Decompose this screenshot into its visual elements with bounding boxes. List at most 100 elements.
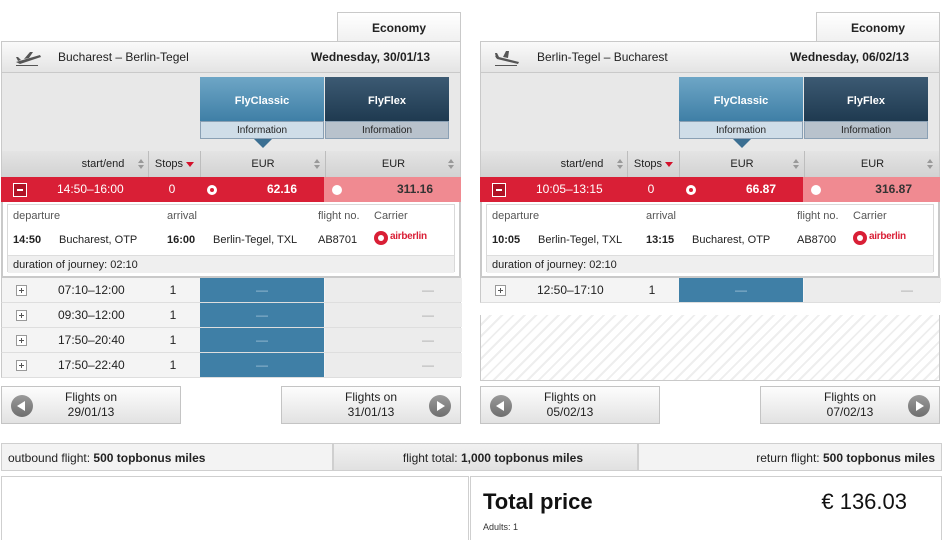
- price-flex-cell[interactable]: 311.16: [324, 177, 461, 202]
- expand-icon[interactable]: [495, 285, 506, 296]
- radio-selected-icon[interactable]: [686, 185, 696, 195]
- price-flex-cell[interactable]: —: [804, 278, 941, 302]
- total-price-box: Total price € 136.03 Adults: 1: [470, 476, 942, 540]
- total-price-value: € 136.03: [821, 489, 907, 514]
- fare-classic-name: FlyClassic: [679, 77, 803, 121]
- fare-selected-arrow-icon: [254, 139, 272, 148]
- carrier-header: Carrier: [374, 210, 408, 222]
- price-classic-cell[interactable]: 62.16: [199, 177, 323, 202]
- total-left-area: [1, 476, 469, 540]
- total-miles: flight total: 1,000 topbonus miles: [333, 443, 638, 471]
- flight-row[interactable]: 17:50–22:40 1 — —: [1, 353, 462, 378]
- sort-icon[interactable]: [927, 159, 933, 169]
- sort-icon[interactable]: [617, 159, 623, 169]
- col-flex-eur[interactable]: EUR: [325, 151, 461, 177]
- departure-time: 14:50: [13, 234, 42, 246]
- arrival-time: 13:15: [646, 234, 675, 246]
- journey-duration: duration of journey: 02:10: [487, 255, 933, 273]
- departure-airport: Berlin-Tegel, TXL: [538, 234, 623, 246]
- price-flex-cell[interactable]: —: [325, 328, 462, 352]
- economy-tab[interactable]: Economy: [816, 12, 940, 42]
- fare-classic-name: FlyClassic: [200, 77, 324, 121]
- return-panel: Economy Berlin-Tegel – Bucharest Wednesd…: [480, 12, 941, 381]
- outbound-panel: Economy Bucharest – Berlin-Tegel Wednesd…: [1, 12, 462, 380]
- arrow-right-icon: [908, 395, 930, 417]
- fare-classic[interactable]: FlyClassic Information: [679, 77, 803, 148]
- price-classic-cell[interactable]: —: [200, 303, 324, 327]
- fare-flex[interactable]: FlyFlex Information: [804, 77, 928, 139]
- plane-takeoff-icon: [16, 52, 41, 66]
- price-flex-cell[interactable]: —: [325, 353, 462, 377]
- radio-icon[interactable]: [332, 185, 342, 195]
- col-classic-eur[interactable]: EUR: [679, 151, 804, 177]
- arrow-left-icon: [490, 395, 512, 417]
- col-start-end[interactable]: start/end: [560, 158, 604, 170]
- price-classic-cell[interactable]: —: [200, 353, 324, 377]
- arrival-header: arrival: [167, 210, 197, 222]
- route-label: Bucharest – Berlin-Tegel: [58, 50, 189, 64]
- price-classic-cell[interactable]: —: [200, 278, 324, 302]
- expand-icon[interactable]: [16, 310, 27, 321]
- sort-icon[interactable]: [138, 159, 144, 169]
- col-stops[interactable]: Stops: [148, 151, 200, 177]
- expand-icon[interactable]: [16, 335, 27, 346]
- fare-flex[interactable]: FlyFlex Information: [325, 77, 449, 139]
- arrival-time: 16:00: [167, 234, 196, 246]
- departure-airport: Bucharest, OTP: [59, 234, 138, 246]
- flight-row[interactable]: 09:30–12:00 1 — —: [1, 303, 462, 328]
- fare-flex-info[interactable]: Information: [804, 121, 928, 139]
- col-flex-eur[interactable]: EUR: [804, 151, 940, 177]
- price-flex-cell[interactable]: 316.87: [803, 177, 940, 202]
- radio-selected-icon[interactable]: [207, 185, 217, 195]
- price-classic: 66.87: [745, 182, 776, 196]
- fare-classic-info[interactable]: Information: [679, 121, 803, 139]
- fare-flex-name: FlyFlex: [804, 77, 928, 121]
- flight-date: Wednesday, 06/02/13: [790, 50, 909, 64]
- col-stops[interactable]: Stops: [627, 151, 679, 177]
- selected-flight-row[interactable]: 10:05–13:15 0 66.87 316.87: [480, 177, 940, 202]
- price-classic-cell[interactable]: 66.87: [678, 177, 802, 202]
- flight-row[interactable]: 12:50–17:10 1 — —: [480, 278, 941, 303]
- flight-row[interactable]: 17:50–20:40 1 — —: [1, 328, 462, 353]
- return-next-day-button[interactable]: Flights on 07/02/13: [760, 386, 940, 424]
- fare-classic[interactable]: FlyClassic Information: [200, 77, 324, 148]
- price-flex-cell[interactable]: —: [325, 303, 462, 327]
- expand-icon[interactable]: [16, 285, 27, 296]
- flight-row[interactable]: 07:10–12:00 1 — —: [1, 278, 462, 303]
- expand-icon[interactable]: [16, 360, 27, 371]
- flight-number: AB8700: [797, 234, 837, 246]
- sort-icon[interactable]: [448, 159, 454, 169]
- total-price-label: Total price: [483, 489, 593, 514]
- fare-flex-name: FlyFlex: [325, 77, 449, 121]
- price-flex-cell[interactable]: —: [325, 278, 462, 302]
- economy-tab[interactable]: Economy: [337, 12, 461, 42]
- price-flex: 316.87: [875, 182, 912, 196]
- fare-header: FlyClassic Information FlyFlex Informati…: [1, 73, 461, 151]
- col-classic-eur[interactable]: EUR: [200, 151, 325, 177]
- arrow-right-icon: [429, 395, 451, 417]
- fare-flex-info[interactable]: Information: [325, 121, 449, 139]
- journey-duration: duration of journey: 02:10: [8, 255, 454, 273]
- sort-icon[interactable]: [314, 159, 320, 169]
- return-miles: return flight: 500 topbonus miles: [638, 443, 942, 471]
- return-prev-day-button[interactable]: Flights on 05/02/13: [480, 386, 660, 424]
- arrival-airport: Bucharest, OTP: [692, 234, 771, 246]
- selected-flight-row[interactable]: 14:50–16:00 0 62.16 311.16: [1, 177, 461, 202]
- radio-icon[interactable]: [811, 185, 821, 195]
- flight-time: 07:10–12:00: [58, 283, 125, 297]
- flight-stops: 0: [647, 182, 655, 196]
- collapse-icon[interactable]: [492, 183, 506, 197]
- price-classic: 62.16: [266, 182, 297, 196]
- outbound-prev-day-button[interactable]: Flights on 29/01/13: [1, 386, 181, 424]
- outbound-next-day-button[interactable]: Flights on 31/01/13: [281, 386, 461, 424]
- flight-details: departure arrival flight no. Carrier 14:…: [1, 202, 461, 278]
- empty-area: [480, 315, 940, 381]
- collapse-icon[interactable]: [13, 183, 27, 197]
- fare-classic-info[interactable]: Information: [200, 121, 324, 139]
- sort-icon[interactable]: [793, 159, 799, 169]
- col-start-end[interactable]: start/end: [81, 158, 125, 170]
- arrival-header: arrival: [646, 210, 676, 222]
- price-classic-cell[interactable]: —: [200, 328, 324, 352]
- price-classic-cell[interactable]: —: [679, 278, 803, 302]
- flight-time: 09:30–12:00: [58, 308, 125, 322]
